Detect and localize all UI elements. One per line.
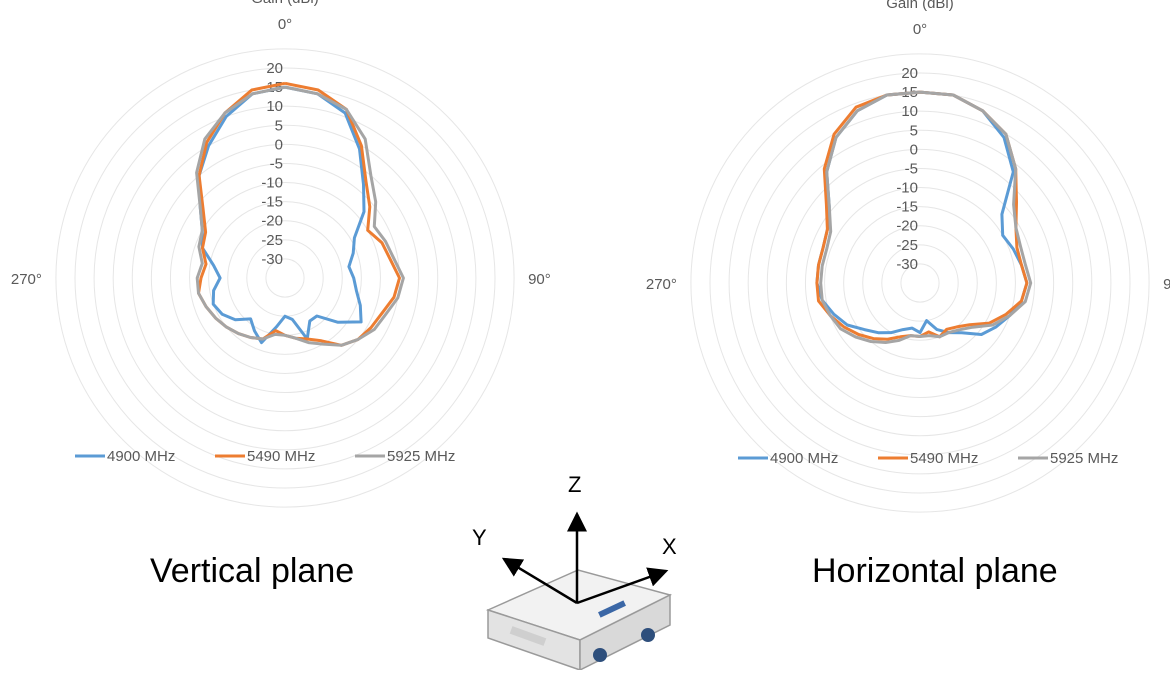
grid-ring	[804, 167, 1036, 399]
radial-tick-label: -10	[261, 175, 283, 192]
radial-tick-label: 0	[275, 136, 283, 153]
radial-tick-label: -5	[270, 155, 283, 172]
legend-label: 4900 MHz	[770, 450, 838, 467]
legend-label: 5490 MHz	[910, 450, 978, 467]
grid-ring	[189, 182, 381, 374]
radial-tick-label: -5	[905, 160, 918, 177]
radial-tick-label: 10	[901, 103, 918, 120]
radial-tick-label: -20	[261, 213, 283, 230]
angle-label-270: 270°	[646, 276, 677, 293]
x-axis-label: X	[662, 534, 677, 559]
radial-tick-label: -25	[261, 232, 283, 249]
grid-ring	[824, 187, 1016, 379]
grid-ring	[843, 206, 997, 360]
radial-tick-label: 20	[901, 65, 918, 82]
y-axis-label: Y	[472, 525, 487, 550]
grid-ring	[55, 48, 515, 508]
grid-ring	[208, 201, 362, 355]
z-axis-label: Z	[568, 472, 581, 497]
grid-ring	[150, 143, 420, 413]
legend-label: 4900 MHz	[107, 448, 175, 465]
radial-tick-label: -15	[261, 194, 283, 211]
angle-label-90: 90°	[528, 271, 551, 288]
gain-axis-title: Gain (dBi)	[886, 0, 954, 12]
grid-ring	[766, 129, 1074, 437]
radial-tick-label: 5	[910, 122, 918, 139]
x-axis-arrow	[576, 567, 669, 605]
gain-axis-title: Gain (dBi)	[251, 0, 319, 7]
grid-ring	[709, 72, 1131, 494]
grid-ring	[131, 124, 439, 432]
legend-label: 5925 MHz	[387, 448, 455, 465]
grid-ring	[246, 239, 324, 317]
grid-ring	[747, 110, 1093, 456]
radial-tick-label: 0	[910, 141, 918, 158]
grid-ring	[690, 53, 1150, 513]
grid-ring	[728, 91, 1112, 475]
angle-label-0: 0°	[278, 16, 292, 33]
series-line-4900-mhz	[815, 90, 1029, 336]
access-point-device	[485, 569, 673, 672]
device-illustration: Z Y X	[472, 472, 677, 672]
grid-ring	[112, 105, 458, 451]
radial-tick-label: -30	[261, 251, 283, 268]
radial-tick-label: -25	[896, 237, 918, 254]
radial-tick-label: -10	[896, 180, 918, 197]
grid-ring	[785, 148, 1055, 418]
vertical-plane-title: Vertical plane	[150, 552, 355, 590]
series-line-5490-mhz	[197, 81, 401, 347]
y-axis-arrow	[501, 557, 578, 605]
series-line-5925-mhz	[819, 90, 1033, 344]
radial-tick-label: 5	[275, 117, 283, 134]
grid-ring	[74, 67, 496, 489]
radial-tick-label: -15	[896, 199, 918, 216]
legend-label: 5490 MHz	[247, 448, 315, 465]
radial-tick-label: -30	[896, 256, 918, 273]
angle-label-90: 90°	[1163, 276, 1170, 293]
grid-ring	[93, 86, 477, 470]
radial-tick-label: 20	[266, 60, 283, 77]
grid-ring	[265, 258, 305, 298]
grid-ring	[862, 225, 978, 341]
radial-tick-label: -20	[896, 218, 918, 235]
legend-label: 5925 MHz	[1050, 450, 1118, 467]
device-with-axes: Z Y X	[470, 460, 700, 672]
series-line-5925-mhz	[195, 85, 405, 347]
angle-label-0: 0°	[913, 21, 927, 38]
horizontal-plane-title: Horizontal plane	[812, 552, 1058, 590]
grid-ring	[881, 244, 959, 322]
radial-tick-label: 10	[266, 98, 283, 115]
angle-label-270: 270°	[11, 271, 42, 288]
grid-ring	[900, 263, 940, 303]
